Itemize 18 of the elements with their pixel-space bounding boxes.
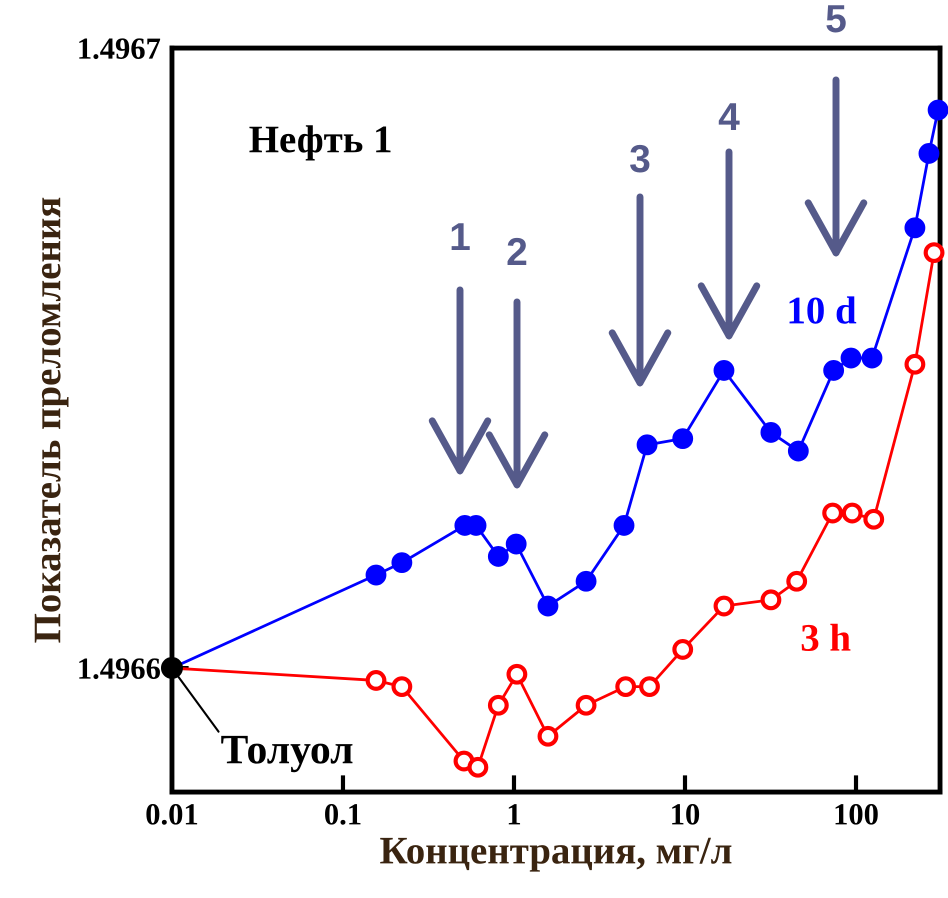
- annotation: Нефть 1: [249, 125, 390, 160]
- annotation: 3: [630, 144, 650, 172]
- annotation: 4: [718, 103, 740, 130]
- series-label: 10 d: [790, 296, 856, 324]
- x-tick-label: 0.1: [325, 804, 360, 825]
- y-tick-label: 1.4966: [79, 658, 160, 680]
- x-tick-label: 100: [836, 804, 878, 825]
- annotation: 1: [452, 223, 470, 250]
- x-axis-title: Концентрация, мг/л: [380, 838, 732, 872]
- x-tick-label: 0.01: [146, 804, 198, 825]
- x-tick-label: 1: [508, 804, 520, 824]
- text: 5: [826, 5, 846, 32]
- annotation: Толуол: [221, 736, 352, 772]
- x-tick-label: 10: [672, 804, 700, 825]
- annotation: 2: [508, 238, 526, 266]
- y-tick-label: 1.4967: [79, 38, 160, 60]
- series-label: 3 h: [802, 624, 850, 652]
- y-axis-title: Показатель преломления: [34, 198, 68, 643]
